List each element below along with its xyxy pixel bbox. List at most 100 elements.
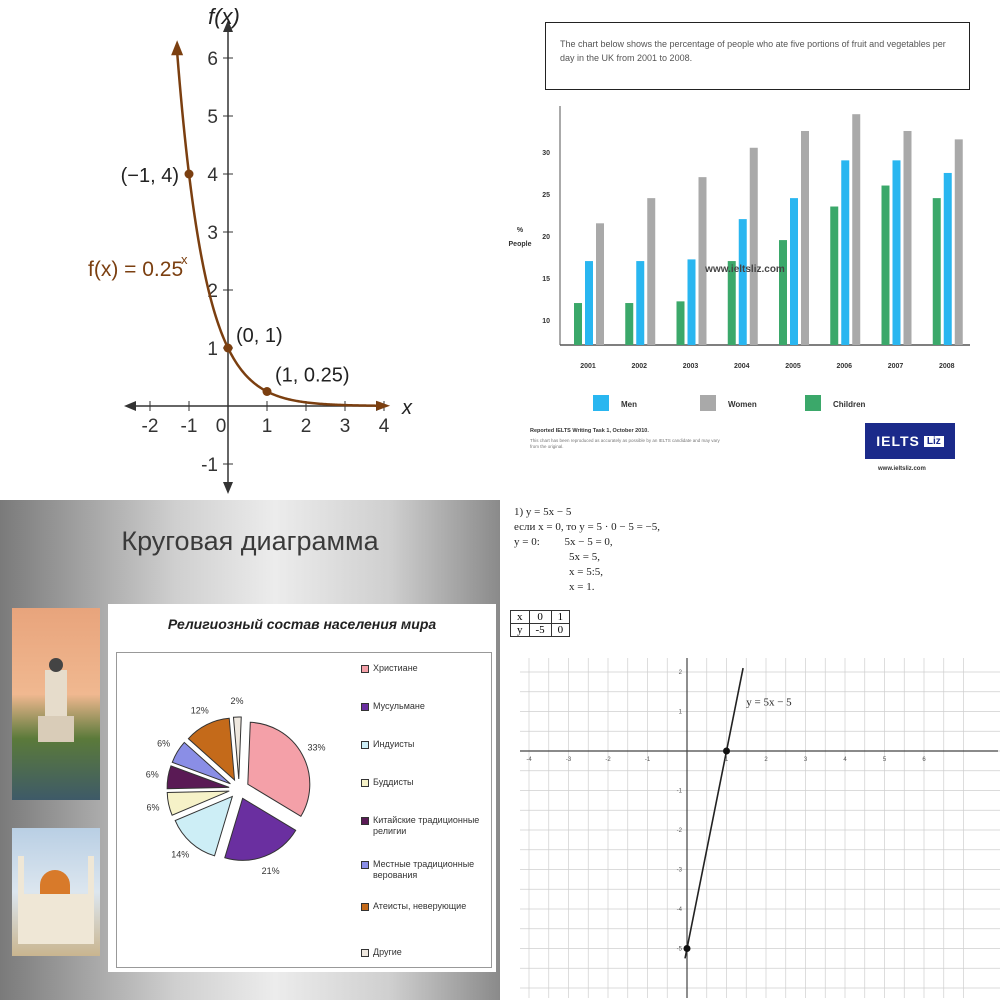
bar-category-label: 2003 xyxy=(683,363,699,370)
church-dome xyxy=(49,658,63,672)
linear-y-tick-label: -5 xyxy=(677,947,683,953)
pie-legend-item: Местные традиционные верования xyxy=(361,859,486,881)
pie-legend-swatch xyxy=(361,861,369,869)
bar-y-tick-label: 15 xyxy=(542,276,550,283)
bar-women xyxy=(749,147,758,345)
pie-legend-label: Китайские традиционные религии xyxy=(373,815,480,836)
pie-legend-swatch xyxy=(361,949,369,957)
pie-legend-label: Мусульмане xyxy=(373,701,425,711)
logo-url: www.ieltsliz.com xyxy=(878,466,926,472)
pie-legend-item: Индуисты xyxy=(361,739,486,750)
pie-slice-label: 6% xyxy=(157,739,170,749)
pie-legend-label: Другие xyxy=(373,947,402,957)
church-photo xyxy=(12,608,100,800)
bar-category-label: 2007 xyxy=(888,363,904,370)
value-table-cell: y xyxy=(510,623,530,637)
pie-slice-label: 6% xyxy=(146,802,159,812)
bar-y-tick-label: 10 xyxy=(542,318,550,325)
x-tick-label: -1 xyxy=(181,416,198,437)
linear-x-tick-label: 3 xyxy=(804,757,808,763)
linear-y-tick-label: 1 xyxy=(679,710,683,716)
pie-legend-label: Местные традиционные верования xyxy=(373,859,475,880)
exponential-curve xyxy=(175,52,379,407)
legend-swatch-women xyxy=(700,395,716,411)
bar-y-tick-label: 20 xyxy=(542,234,550,241)
pie-slice xyxy=(171,741,231,785)
legend-label-children: Children xyxy=(833,400,866,409)
bar-children xyxy=(830,206,839,345)
pie-legend-item: Другие xyxy=(361,947,486,958)
pie-legend-item: Буддисты xyxy=(361,777,486,788)
linear-function-panel: 1) y = 5x − 5 если x = 0, то y = 5 · 0 − … xyxy=(500,500,1000,1000)
x-tick-label: 2 xyxy=(301,416,312,437)
pie-slice xyxy=(247,721,311,817)
bar-children xyxy=(625,303,634,345)
y-tick-label: 6 xyxy=(207,49,218,70)
chart-description-box: The chart below shows the percentage of … xyxy=(545,22,970,90)
pie-slice xyxy=(232,716,242,780)
bar-children xyxy=(676,301,685,345)
value-table-cell: 0 xyxy=(528,610,552,624)
solution-line: если x = 0, то y = 5 · 0 − 5 = −5, xyxy=(514,521,661,533)
y-axis-label: f(x) xyxy=(208,4,240,29)
linear-x-tick-label: 2 xyxy=(764,757,768,763)
pie-slice-label: 6% xyxy=(146,769,159,779)
ielts-logo-text: IELTS xyxy=(876,433,920,449)
pie-legend-swatch xyxy=(361,665,369,673)
mosque-minaret-right xyxy=(88,856,94,944)
ielts-logo-badge: Liz xyxy=(923,435,944,447)
bar-category-label: 2005 xyxy=(785,363,801,370)
pie-legend-label: Атеисты, неверующие xyxy=(373,901,467,911)
x-tick-label: 3 xyxy=(340,416,351,437)
point-label: (−1, 4) xyxy=(121,165,179,187)
solution-line: x = 1. xyxy=(514,581,595,593)
y-tick-label: 5 xyxy=(207,107,218,128)
pie-chart-slide: Круговая диаграмма Религиозный состав на… xyxy=(0,500,500,1000)
chart-description-text: The chart below shows the percentage of … xyxy=(560,39,946,63)
linear-x-tick-label: -3 xyxy=(566,757,572,763)
x-tick-label: 1 xyxy=(262,416,273,437)
source-note: Reported IELTS Writing Task 1, October 2… xyxy=(530,428,730,450)
fruit-veg-bar-chart: 10 15 20 25 30% People 2001 2002 2003 2004 2005 200… xyxy=(509,106,970,411)
linear-x-tick-label: -1 xyxy=(645,757,651,763)
value-table-cell: 0 xyxy=(550,623,571,637)
linear-y-tick-label: 2 xyxy=(679,670,683,676)
linear-x-tick-label: 5 xyxy=(883,757,887,763)
linear-y-tick-label: -3 xyxy=(677,868,683,874)
linear-x-tick-label: -2 xyxy=(605,757,611,763)
pie-slice-label: 21% xyxy=(262,866,280,876)
linear-function-label: y = 5x − 5 xyxy=(746,697,792,709)
bar-children xyxy=(727,261,736,345)
function-exponent: x xyxy=(181,252,188,267)
bar-women xyxy=(596,223,604,345)
bar-children xyxy=(574,303,582,345)
linear-y-tick-label: -2 xyxy=(677,828,683,834)
function-label: f(x) = 0.25 xyxy=(88,258,183,281)
solution-line: x = 5:5, xyxy=(514,566,604,578)
linear-x-tick-label: 4 xyxy=(843,757,847,763)
pie-legend-label: Индуисты xyxy=(373,739,415,749)
pie-slice xyxy=(166,790,230,816)
legend-swatch-children xyxy=(805,395,821,411)
linear-x-tick-label: 1 xyxy=(725,757,729,763)
pie-legend-label: Христиане xyxy=(373,663,418,673)
y-tick-label: -1 xyxy=(201,455,218,476)
x-axis-arrow-left xyxy=(124,401,136,411)
linear-y-tick-label: -1 xyxy=(677,789,683,795)
value-table: x 0 1 y -5 0 xyxy=(510,610,571,637)
pie-chart-frame: 33% 21% 14% 6% 6% 6% 12% 2% Христиане Мусульмане… xyxy=(116,652,492,968)
bar-y-axis-label-bottom: People xyxy=(509,241,532,248)
bar-y-axis-label-top: % xyxy=(517,227,524,234)
pie-slice-label: 14% xyxy=(171,850,189,860)
bar-children xyxy=(932,198,941,345)
pie-slice xyxy=(166,765,230,790)
graph-point xyxy=(184,169,194,179)
legend-label-men: Men xyxy=(621,400,637,409)
bar-women xyxy=(698,177,707,345)
linear-graph: -4 -3 -2 -1 1 2 3 4 5 6 2 1 -1 -2 -3 -4 -5 y = 5x − 5 xyxy=(520,658,1000,998)
church-body xyxy=(38,716,74,742)
mosque-dome xyxy=(40,870,70,896)
linear-y-tick-label: -4 xyxy=(677,907,683,913)
exponential-graph: -2 -1 0 1 2 3 4 -1 1 2 3 4 5 6 f(x) x (−1, 4) (0, 1) (1, 0… xyxy=(88,4,413,494)
x-tick-label: 4 xyxy=(379,416,390,437)
